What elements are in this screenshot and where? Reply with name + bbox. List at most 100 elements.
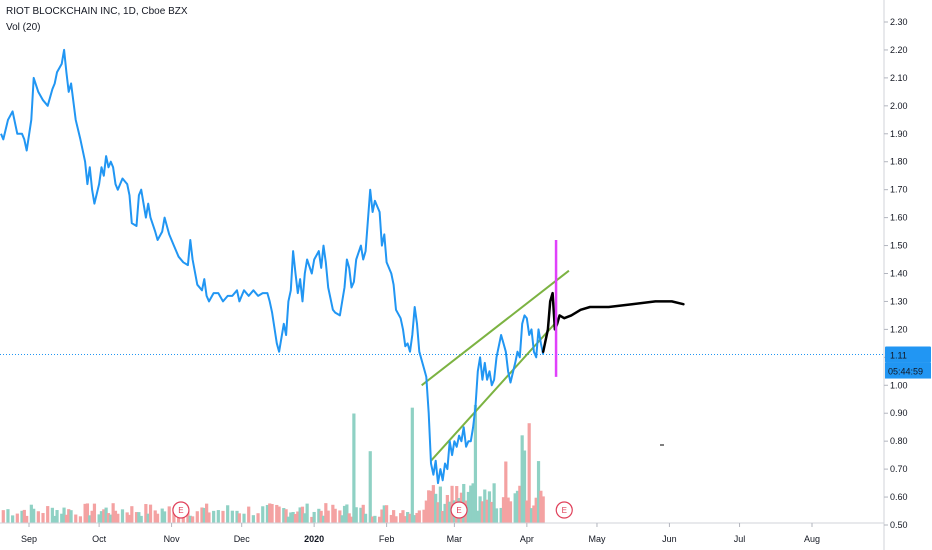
volume-bar [134,512,139,523]
volume-bar [483,489,487,523]
volume-bar [536,461,541,523]
volume-bar [83,503,87,523]
volume-bar [522,450,527,523]
volume-bar [111,503,115,523]
volume-bar [155,513,160,523]
volume-bar [450,485,454,523]
volume-bar [471,483,475,523]
volume-bar [92,503,97,523]
y-tick-label: 1.70 [890,185,908,195]
volume-bar [385,505,389,523]
y-tick-label: 2.10 [890,73,908,83]
volume-bar [60,513,64,523]
volume-bar [242,513,246,523]
forecast-group [541,291,685,446]
price-line-group [0,48,545,485]
x-tick-label: Apr [520,534,534,544]
volume-bar [494,508,499,523]
volume-bar [64,514,68,523]
volume-bar [377,516,382,523]
volume-legend[interactable]: Vol (20) [6,22,41,33]
volume-bar [448,501,452,523]
volume-bar [473,404,478,523]
volume-bar [88,515,92,523]
y-tick-label: 2.00 [890,101,908,111]
volume-bar [333,508,337,523]
volume-bar [429,490,433,523]
volume-bar [520,435,524,523]
volume-bar [539,490,543,523]
volume-bar [137,512,141,523]
volume-bar [125,512,129,523]
volume-bar [441,510,445,523]
volume-bar [445,494,449,523]
earnings-label: E [562,506,567,515]
volume-bar [480,501,485,523]
volume-bar [153,510,157,523]
volume-bar [326,510,330,523]
earnings-circle [172,501,190,519]
volume-bar [492,483,496,523]
volume-bar [373,515,377,523]
volume-bar [22,509,26,523]
volume-bar [261,506,265,523]
volume-bar [317,508,321,523]
volume-bar [532,505,536,523]
volume-bar [67,509,71,523]
volume-bar [212,510,216,523]
volume-bar [230,510,234,523]
earnings-circle [450,501,468,519]
volume-bar [501,497,506,523]
volume-bar [345,504,349,523]
volume-bar [195,511,199,523]
volume-bar [251,515,255,523]
volume-bars [1,404,545,523]
symbol-legend[interactable]: RIOT BLOCKCHAIN INC, 1D, Cboe BZX [6,6,188,17]
volume-bar [410,407,414,523]
volume-bar [406,512,410,523]
countdown-label: 05:44:59 [888,367,923,377]
volume-bar [102,509,106,523]
y-tick-label: 1.30 [890,296,908,306]
volume-bar [268,503,272,523]
volume-bar [11,515,15,523]
price-axis[interactable]: 2.30 2.20 2.10 2.00 1.90 1.80 1.70 1.60 1.50 1.40… [883,0,908,550]
volume-bar [394,516,398,523]
volume-bar [237,513,241,523]
volume-bar [300,506,305,523]
volume-bar [310,516,314,523]
y-tick-label: 1.50 [890,241,908,251]
volume-bar [15,513,19,523]
last-price-label: 1.11 [890,351,907,361]
volume-bar [277,506,281,523]
x-tick-label: Jun [662,534,677,544]
volume-bar [347,513,351,523]
volume-bar [476,510,480,523]
volume-bar [529,508,534,523]
volume-bar [291,511,295,523]
countdown-box [885,362,931,379]
volume-bar [99,511,104,523]
volume-bar [202,507,206,523]
volume-bar [469,485,473,523]
volume-bar [221,510,225,523]
volume-bar [200,507,204,523]
volume-bar [53,515,57,523]
time-axis[interactable]: Sep Oct Nov Dec 2020 Feb Mar Apr May Jun Jul Aug [0,522,884,544]
volume-bar [29,504,33,523]
volume-bar [534,497,538,523]
volume-bar [466,491,471,523]
y-tick-label: 0.60 [890,492,908,502]
volume-bar [359,507,363,523]
volume-bar [382,505,386,523]
x-tick-label: Aug [804,534,820,544]
x-tick-label: Dec [234,534,251,544]
volume-bar [1,510,5,523]
volume-bar [46,506,50,523]
x-tick-label: Sep [21,534,37,544]
y-tick-label: 1.00 [890,380,908,390]
volume-bar [172,507,176,523]
earnings-circle [555,501,573,519]
